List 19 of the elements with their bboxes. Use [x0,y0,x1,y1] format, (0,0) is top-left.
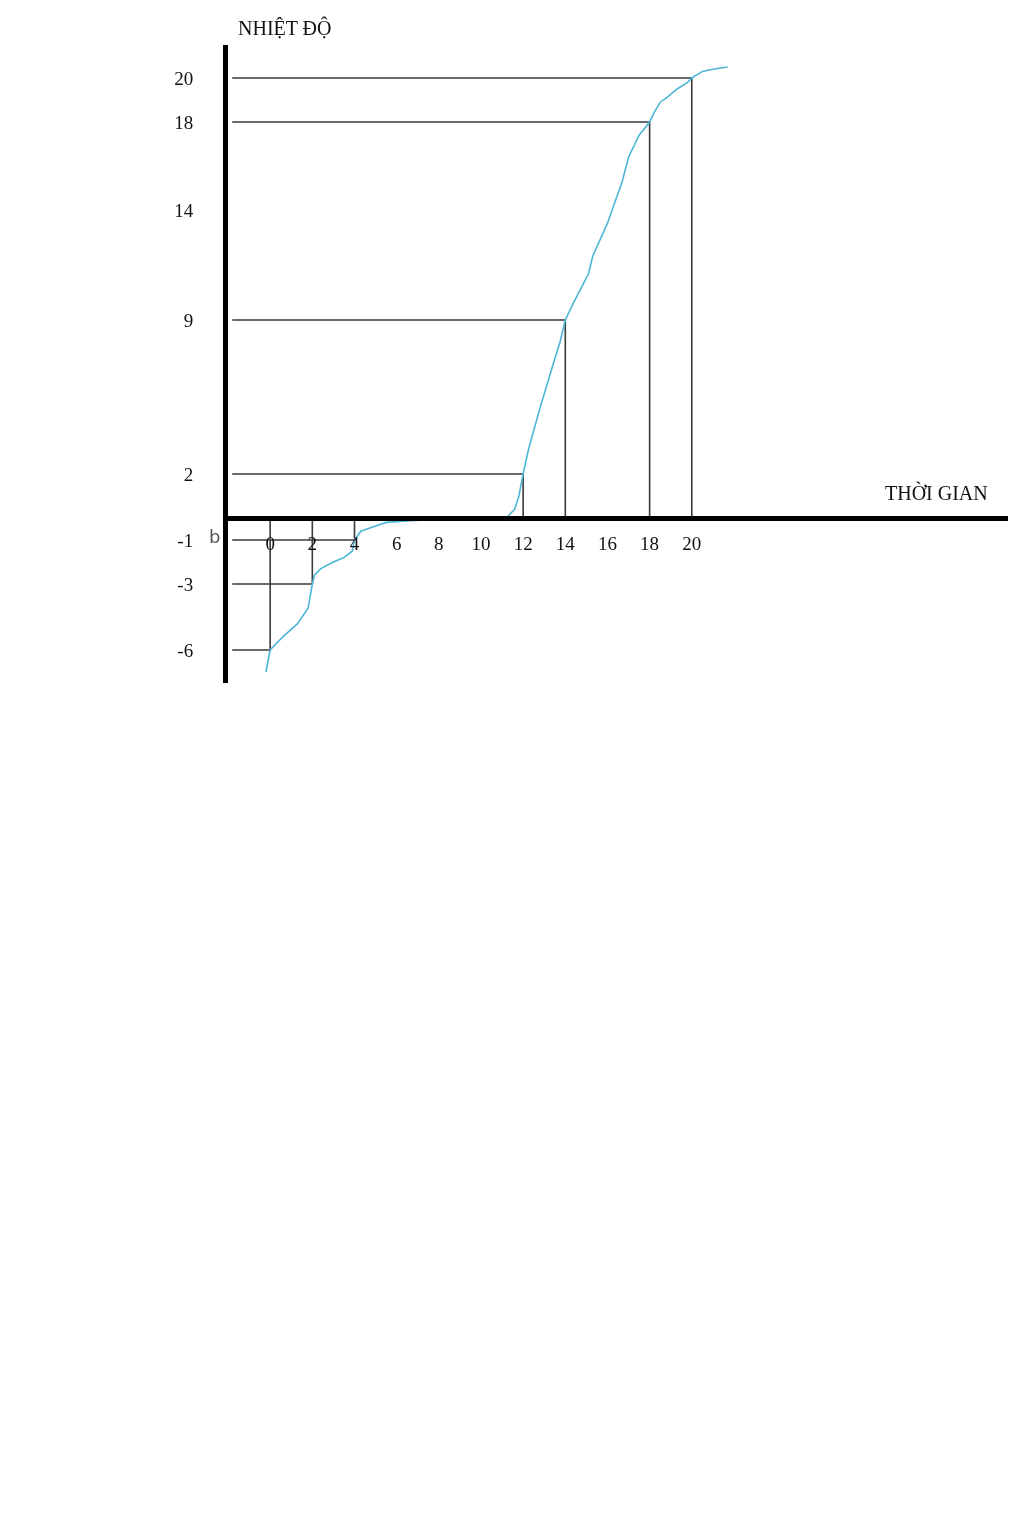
x-tick-label: 8 [434,532,444,554]
y-tick-label: 2 [183,463,194,485]
y-tick-label: 20 [174,67,194,89]
x-tick-label: 12 [513,532,533,554]
x-tick-label: 16 [597,532,617,554]
y-tick-label: -6 [177,639,194,661]
x-tick-label: 20 [682,532,702,554]
y-axis-title: NHIỆT ĐỘ [238,16,332,39]
x-tick-label: 10 [471,532,491,554]
y-tick-label: 14 [174,199,194,221]
y-tick-label: 9 [183,309,194,331]
x-tick-label: 18 [640,532,660,554]
x-tick-label: 14 [555,532,576,554]
x-tick-label: 6 [391,532,402,554]
y-tick-label: -1 [177,529,194,551]
text: b [209,526,221,547]
x-axis-title: THỜI GIAN [885,481,988,504]
y-tick-label: -3 [177,573,194,595]
y-tick-label: 18 [174,111,194,133]
